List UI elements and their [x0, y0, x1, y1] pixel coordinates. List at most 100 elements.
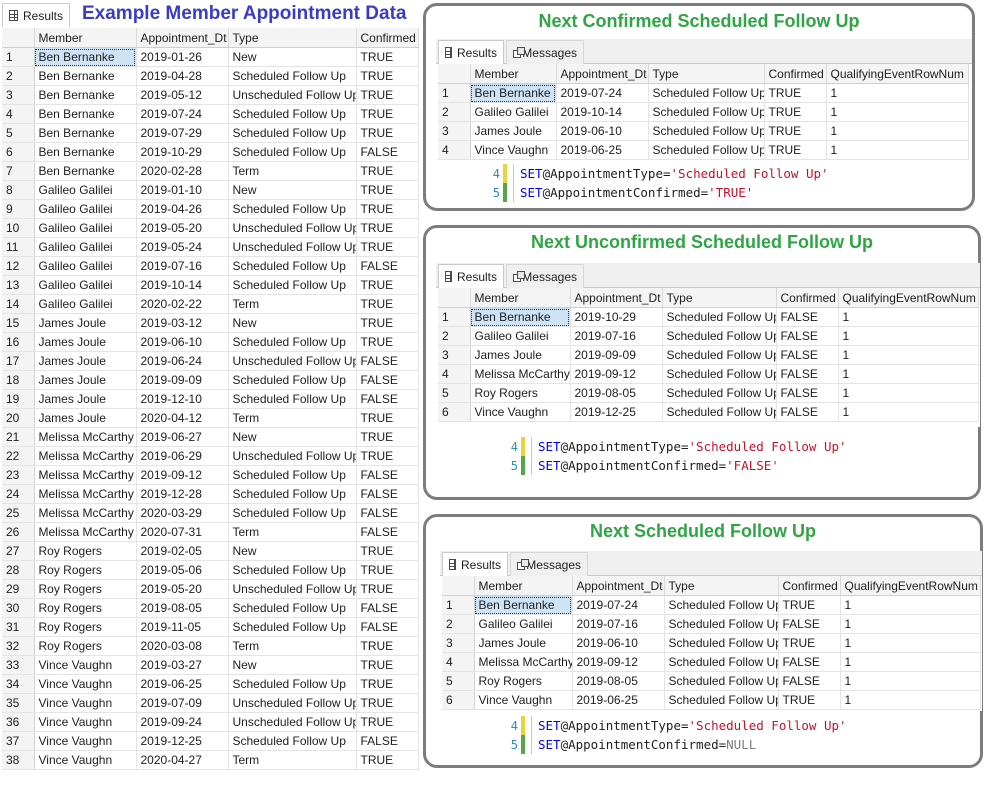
table-cell[interactable]: Vince Vaughn	[34, 693, 137, 713]
table-cell[interactable]: TRUE	[356, 237, 419, 257]
table-cell[interactable]: Galileo Galilei	[34, 275, 137, 295]
column-header[interactable]: Member	[34, 28, 137, 48]
table-cell[interactable]: Galileo Galilei	[34, 218, 137, 238]
table-cell[interactable]: Scheduled Follow Up	[228, 389, 357, 409]
table-cell[interactable]: 2019-08-05	[136, 598, 229, 618]
table-cell[interactable]: 2019-03-27	[136, 655, 229, 675]
table-cell[interactable]: James Joule	[34, 389, 137, 409]
table-cell[interactable]: 2019-07-29	[136, 123, 229, 143]
table-cell[interactable]: FALSE	[356, 731, 419, 751]
table-cell[interactable]: 2019-12-25	[570, 402, 663, 422]
table-cell[interactable]: Melissa McCarthy	[474, 652, 573, 672]
tab-results[interactable]: Results	[442, 552, 508, 576]
table-cell[interactable]: Scheduled Follow Up	[228, 123, 357, 143]
table-cell[interactable]: James Joule	[470, 345, 571, 365]
table-cell[interactable]: James Joule	[470, 121, 557, 141]
table-cell[interactable]: 2019-09-24	[136, 712, 229, 732]
table-cell[interactable]: TRUE	[356, 85, 419, 105]
table-cell[interactable]: 2020-02-22	[136, 294, 229, 314]
table-cell[interactable]: Scheduled Follow Up	[662, 345, 777, 365]
row-number[interactable]: 32	[2, 636, 35, 656]
row-number[interactable]: 3	[2, 85, 35, 105]
table-cell[interactable]: FALSE	[776, 307, 839, 327]
table-cell[interactable]: 2020-03-29	[136, 503, 229, 523]
row-number[interactable]: 4	[2, 104, 35, 124]
table-cell[interactable]: Unscheduled Follow Up	[228, 446, 357, 466]
table-cell[interactable]: 2019-09-12	[570, 364, 663, 384]
table-cell[interactable]: Scheduled Follow Up	[228, 275, 357, 295]
table-cell[interactable]: FALSE	[356, 617, 419, 637]
row-number[interactable]: 14	[2, 294, 35, 314]
table-cell[interactable]: Vince Vaughn	[470, 140, 557, 160]
table-cell[interactable]: Unscheduled Follow Up	[228, 693, 357, 713]
table-cell[interactable]: New	[228, 180, 357, 200]
table-cell[interactable]: Ben Bernanke	[34, 123, 137, 143]
table-cell[interactable]: Scheduled Follow Up	[228, 731, 357, 751]
row-number[interactable]: 18	[2, 370, 35, 390]
table-cell[interactable]: TRUE	[764, 102, 827, 122]
table-cell[interactable]: TRUE	[356, 712, 419, 732]
tab-messages[interactable]: Messages	[506, 40, 584, 64]
table-cell[interactable]: James Joule	[34, 408, 137, 428]
row-number[interactable]: 9	[2, 199, 35, 219]
table-cell[interactable]: 2019-03-12	[136, 313, 229, 333]
table-cell[interactable]: Unscheduled Follow Up	[228, 579, 357, 599]
row-number[interactable]: 4	[442, 652, 475, 672]
row-number[interactable]: 37	[2, 731, 35, 751]
column-header[interactable]: Member	[470, 64, 557, 84]
table-cell[interactable]: 2019-01-10	[136, 180, 229, 200]
row-number[interactable]: 30	[2, 598, 35, 618]
table-cell[interactable]: New	[228, 655, 357, 675]
row-number[interactable]: 20	[2, 408, 35, 428]
table-cell[interactable]: 2019-06-10	[136, 332, 229, 352]
row-number[interactable]: 25	[2, 503, 35, 523]
table-cell[interactable]: 2019-06-25	[572, 690, 665, 710]
table-cell[interactable]: Scheduled Follow Up	[228, 503, 357, 523]
table-cell[interactable]: Galileo Galilei	[474, 614, 573, 634]
table-cell[interactable]: Scheduled Follow Up	[664, 633, 779, 653]
table-cell[interactable]: Term	[228, 294, 357, 314]
row-number[interactable]: 33	[2, 655, 35, 675]
table-cell[interactable]: Roy Rogers	[34, 560, 137, 580]
table-cell[interactable]: Unscheduled Follow Up	[228, 218, 357, 238]
table-cell[interactable]: TRUE	[356, 674, 419, 694]
table-cell[interactable]: 2019-09-12	[136, 465, 229, 485]
table-cell[interactable]: Galileo Galilei	[34, 180, 137, 200]
table-cell[interactable]: Roy Rogers	[34, 541, 137, 561]
table-cell[interactable]: FALSE	[356, 484, 419, 504]
column-header[interactable]: Appointment_Dt	[570, 288, 663, 308]
table-cell[interactable]: 2019-12-10	[136, 389, 229, 409]
table-cell[interactable]: TRUE	[356, 427, 419, 447]
table-cell[interactable]: TRUE	[356, 560, 419, 580]
table-cell[interactable]: Scheduled Follow Up	[228, 598, 357, 618]
column-header[interactable]: QualifyingEventRowNum	[840, 576, 981, 596]
table-cell[interactable]: TRUE	[356, 750, 419, 770]
table-cell[interactable]: Scheduled Follow Up	[664, 595, 779, 615]
table-cell[interactable]: James Joule	[34, 313, 137, 333]
table-cell[interactable]: 2019-06-27	[136, 427, 229, 447]
sql-editor[interactable]: 4 SET @AppointmentType= 'Scheduled Follow …	[504, 716, 847, 754]
table-cell[interactable]: New	[228, 313, 357, 333]
row-number[interactable]: 4	[438, 364, 471, 384]
table-cell[interactable]: Term	[228, 636, 357, 656]
sql-editor[interactable]: 4 SET @AppointmentType= 'Scheduled Follow …	[486, 164, 829, 202]
table-cell[interactable]: 2019-04-28	[136, 66, 229, 86]
table-cell[interactable]: Scheduled Follow Up	[228, 465, 357, 485]
table-cell[interactable]: Vince Vaughn	[34, 674, 137, 694]
table-cell[interactable]: 2019-06-24	[136, 351, 229, 371]
row-number[interactable]: 7	[2, 161, 35, 181]
table-cell[interactable]: 1	[840, 614, 981, 634]
table-cell[interactable]: TRUE	[356, 313, 419, 333]
table-cell[interactable]: Scheduled Follow Up	[664, 614, 779, 634]
table-cell[interactable]: Scheduled Follow Up	[228, 66, 357, 86]
row-number[interactable]: 2	[442, 614, 475, 634]
table-cell[interactable]: Scheduled Follow Up	[228, 142, 357, 162]
table-cell[interactable]: 2019-09-12	[572, 652, 665, 672]
table-cell[interactable]: Scheduled Follow Up	[664, 690, 779, 710]
row-number[interactable]: 8	[2, 180, 35, 200]
row-number[interactable]: 34	[2, 674, 35, 694]
row-number[interactable]: 1	[2, 47, 35, 67]
table-cell[interactable]: TRUE	[356, 446, 419, 466]
table-cell[interactable]: Term	[228, 408, 357, 428]
table-cell[interactable]: 2019-11-05	[136, 617, 229, 637]
